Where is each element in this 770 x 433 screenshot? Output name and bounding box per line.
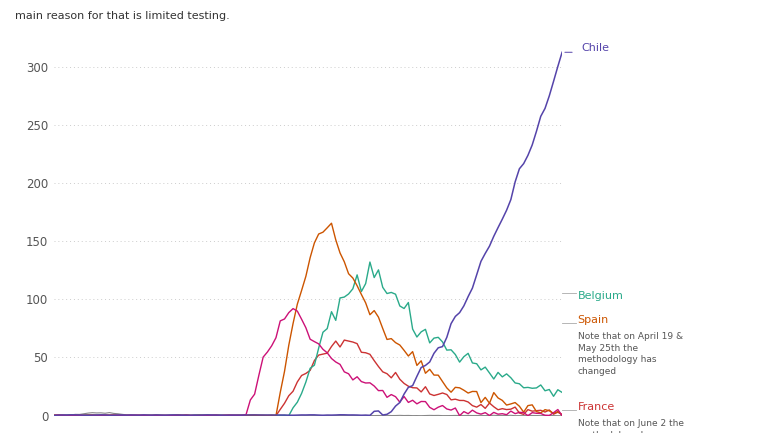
Text: Belgium: Belgium xyxy=(578,291,624,301)
Text: Note that on April 19 &
May 25th the
methodology has
changed: Note that on April 19 & May 25th the met… xyxy=(578,333,683,376)
Text: Spain: Spain xyxy=(578,315,609,325)
Text: main reason for that is limited testing.: main reason for that is limited testing. xyxy=(15,11,230,21)
Text: Note that on June 2 the
methodology has
changed: Note that on June 2 the methodology has … xyxy=(578,419,684,433)
Text: France: France xyxy=(578,402,614,412)
Text: Chile: Chile xyxy=(581,43,609,53)
